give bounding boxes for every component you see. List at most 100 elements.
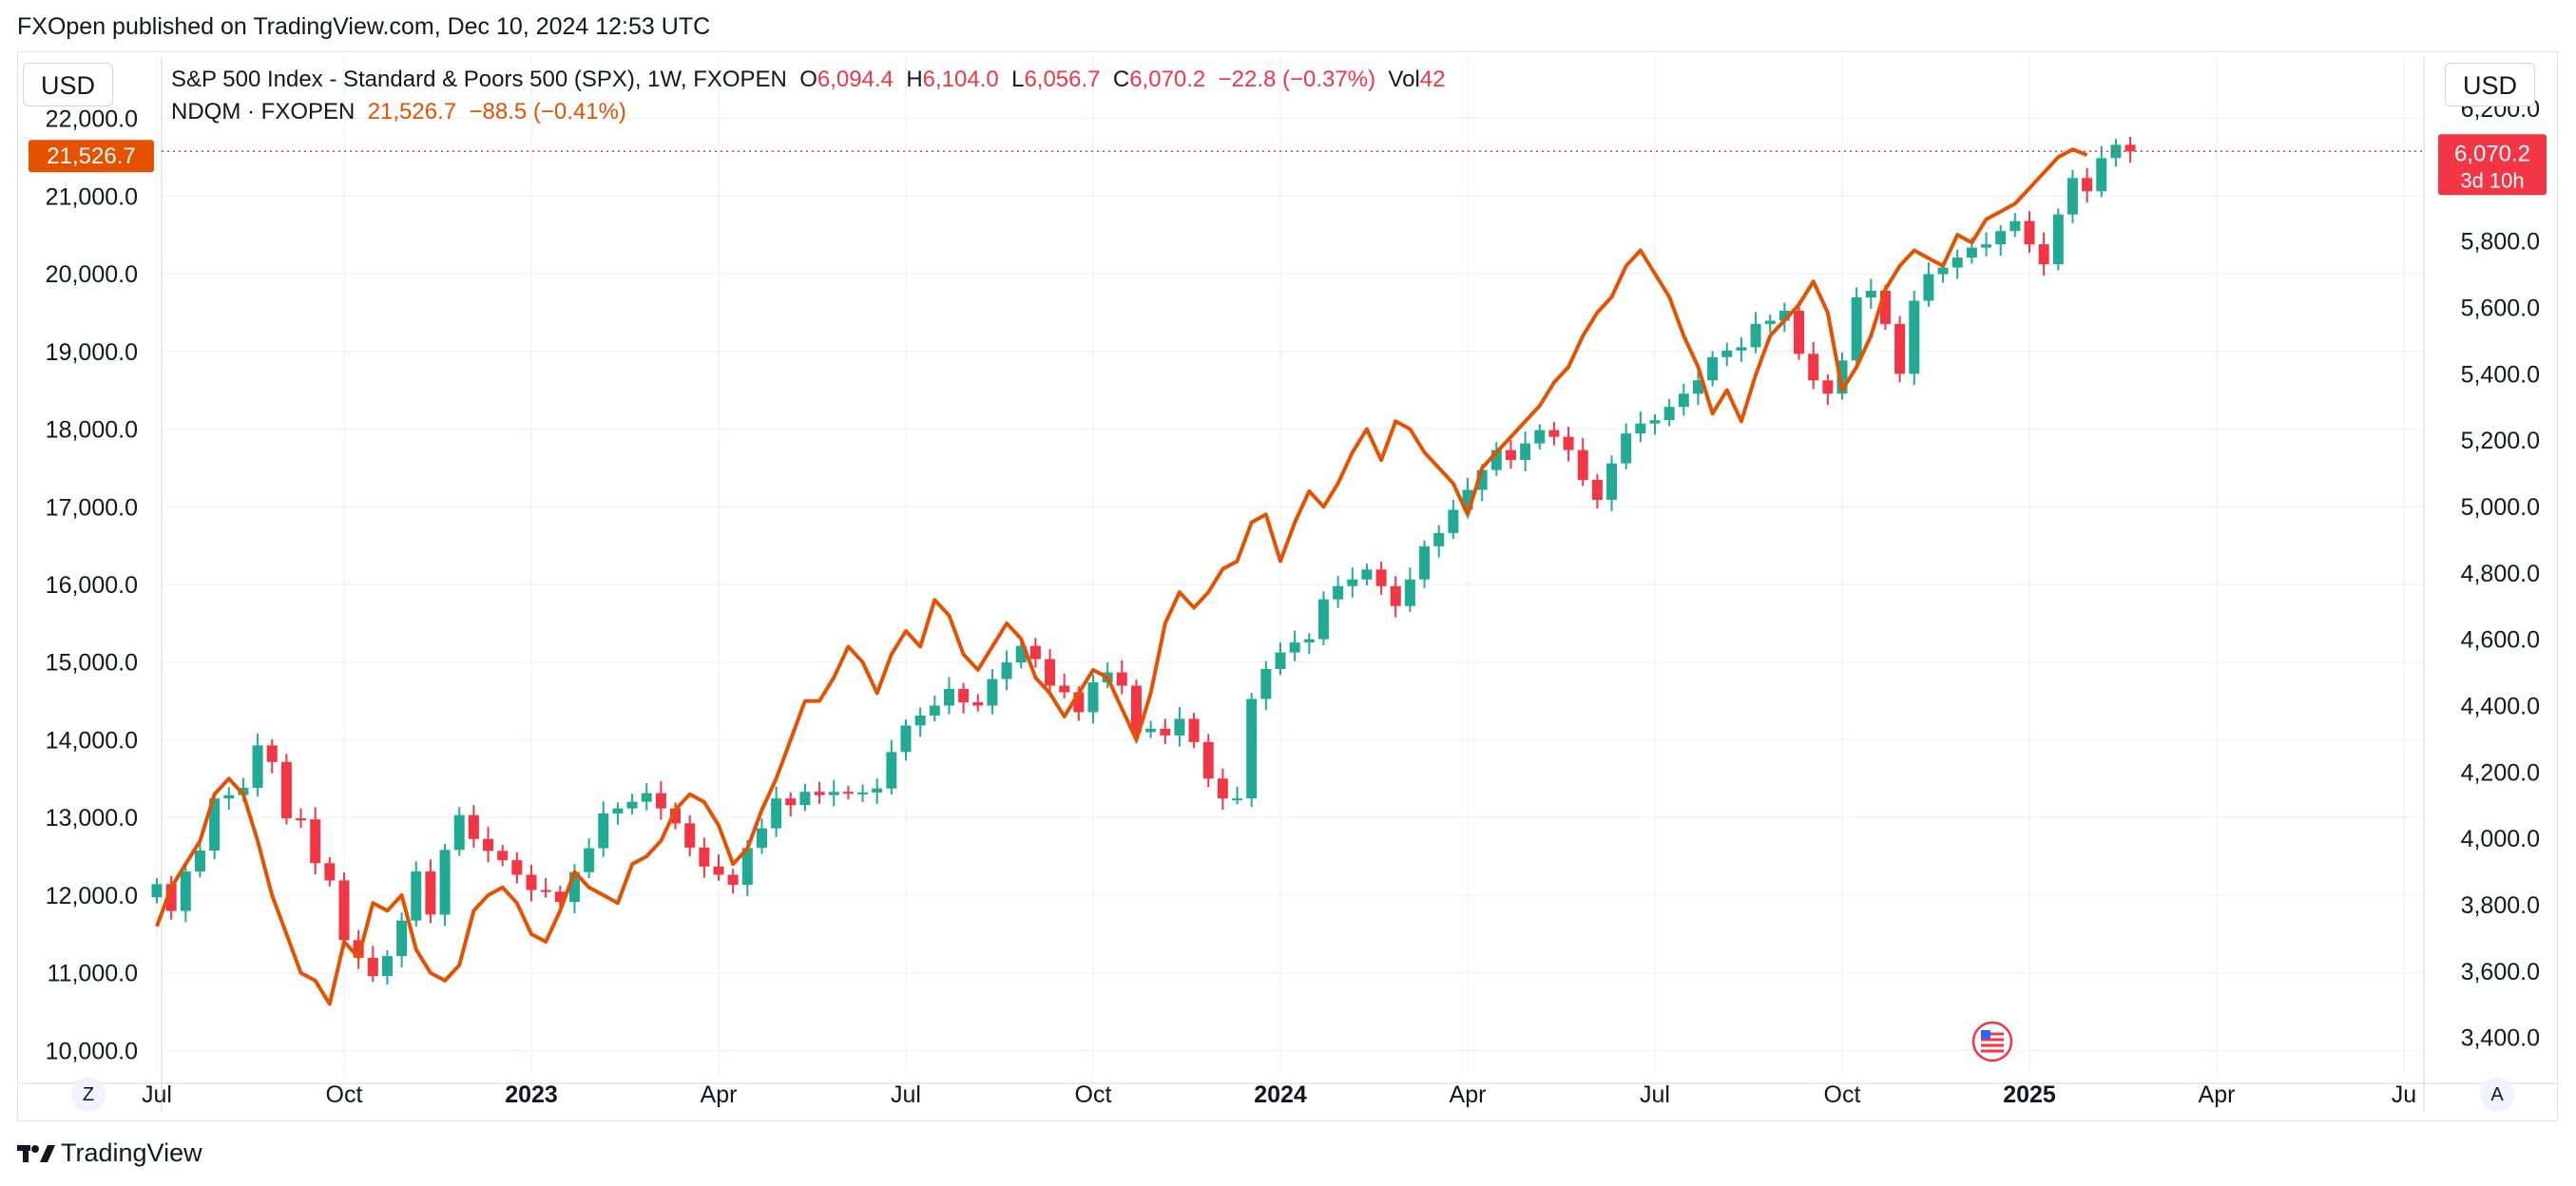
candle-body[interactable] — [1563, 436, 1574, 450]
candle-body[interactable] — [1029, 645, 1041, 660]
candle-body[interactable] — [483, 838, 494, 851]
candle-body[interactable] — [2096, 158, 2107, 192]
candle-body[interactable] — [2009, 220, 2021, 232]
chart-frame[interactable] — [17, 51, 2558, 1121]
candle-body[interactable] — [1951, 258, 1963, 268]
candle-body[interactable] — [1621, 433, 1632, 464]
candle-body[interactable] — [1160, 728, 1171, 736]
candle-body[interactable] — [1923, 274, 1934, 301]
candle-body[interactable] — [1045, 659, 1056, 686]
candle-body[interactable] — [396, 920, 408, 957]
candle-body[interactable] — [1707, 356, 1719, 381]
candle-body[interactable] — [151, 884, 163, 898]
candle-body[interactable] — [180, 871, 191, 911]
ndqm-line-series[interactable] — [155, 147, 2088, 1006]
candle-body[interactable] — [367, 957, 378, 976]
candle-body[interactable] — [2067, 178, 2078, 215]
candle-body[interactable] — [1736, 347, 1747, 351]
candle-body[interactable] — [713, 866, 724, 875]
candle-body[interactable] — [1678, 393, 1689, 408]
candle-body[interactable] — [165, 884, 177, 911]
candle-body[interactable] — [497, 851, 509, 861]
candle-body[interactable] — [756, 828, 767, 849]
currency-left-button[interactable]: USD — [23, 63, 114, 106]
candle-body[interactable] — [1721, 350, 1733, 357]
candle-body[interactable] — [1764, 320, 1776, 324]
candle-body[interactable] — [1217, 778, 1228, 799]
candle-body[interactable] — [914, 715, 926, 726]
candle-body[interactable] — [1476, 469, 1488, 490]
candle-body[interactable] — [526, 874, 537, 890]
candle-body[interactable] — [411, 871, 422, 921]
zoom-reset-button[interactable]: Z — [71, 1078, 106, 1112]
candle-body[interactable] — [1275, 652, 1286, 670]
candle-body[interactable] — [1303, 639, 1315, 643]
us-flag-event-icon[interactable] — [1971, 1021, 2013, 1062]
candle-body[interactable] — [1130, 685, 1142, 733]
candle-body[interactable] — [1966, 247, 1977, 258]
candle-body[interactable] — [1534, 430, 1546, 444]
candle-body[interactable] — [1909, 300, 1920, 374]
candle-body[interactable] — [1404, 579, 1415, 606]
candle-body[interactable] — [943, 688, 954, 706]
candle-body[interactable] — [1260, 669, 1272, 699]
candle-body[interactable] — [857, 792, 869, 794]
candle-body[interactable] — [1174, 718, 1185, 736]
candle-body[interactable] — [1375, 569, 1387, 586]
candle-body[interactable] — [1794, 310, 1805, 354]
candle-body[interactable] — [1448, 509, 1459, 533]
candle-body[interactable] — [1836, 360, 1848, 394]
candle-body[interactable] — [1462, 489, 1473, 510]
candle-body[interactable] — [1015, 645, 1027, 663]
candle-body[interactable] — [1361, 569, 1373, 580]
candle-body[interactable] — [828, 792, 839, 795]
candle-body[interactable] — [987, 679, 998, 706]
candle-body[interactable] — [381, 956, 393, 976]
candle-body[interactable] — [1246, 698, 1258, 799]
candle-body[interactable] — [1433, 532, 1445, 546]
candle-body[interactable] — [1059, 685, 1070, 693]
candle-body[interactable] — [1347, 579, 1358, 586]
candle-body[interactable] — [1073, 692, 1085, 713]
candle-body[interactable] — [699, 847, 710, 867]
candle-body[interactable] — [223, 794, 235, 799]
candle-body[interactable] — [1750, 323, 1761, 348]
candle-body[interactable] — [612, 808, 624, 813]
candle-body[interactable] — [2124, 144, 2136, 152]
candle-body[interactable] — [324, 863, 336, 881]
candle-body[interactable] — [1087, 682, 1099, 713]
candle-body[interactable] — [1663, 407, 1675, 421]
candle-body[interactable] — [453, 814, 465, 851]
candle-body[interactable] — [2052, 214, 2064, 265]
candle-body[interactable] — [771, 798, 782, 829]
candle-body[interactable] — [1390, 585, 1401, 606]
candle-body[interactable] — [1937, 267, 1949, 275]
candle-body[interactable] — [900, 725, 912, 753]
candle-body[interactable] — [1822, 380, 1834, 394]
candle-body[interactable] — [1202, 741, 1214, 779]
candle-body[interactable] — [1232, 798, 1243, 801]
candle-body[interactable] — [425, 871, 436, 915]
candle-body[interactable] — [958, 688, 970, 702]
candle-body[interactable] — [842, 792, 854, 794]
candle-body[interactable] — [1419, 545, 1431, 580]
candle-body[interactable] — [814, 792, 825, 795]
candle-body[interactable] — [2110, 144, 2122, 159]
candle-body[interactable] — [310, 819, 321, 864]
candle-body[interactable] — [684, 823, 696, 848]
candle-body[interactable] — [1116, 672, 1127, 686]
candle-body[interactable] — [511, 860, 523, 875]
candle-body[interactable] — [741, 848, 753, 885]
candle-body[interactable] — [252, 745, 263, 789]
candle-body[interactable] — [1606, 463, 1618, 500]
candle-body[interactable] — [1289, 642, 1300, 653]
candle-body[interactable] — [1865, 291, 1876, 297]
candle-body[interactable] — [1145, 728, 1157, 733]
candle-body[interactable] — [1188, 718, 1200, 742]
candle-body[interactable] — [1879, 291, 1891, 324]
candle-body[interactable] — [727, 874, 739, 885]
candle-body[interactable] — [280, 761, 292, 819]
candle-body[interactable] — [1577, 450, 1588, 481]
candle-body[interactable] — [296, 818, 307, 821]
